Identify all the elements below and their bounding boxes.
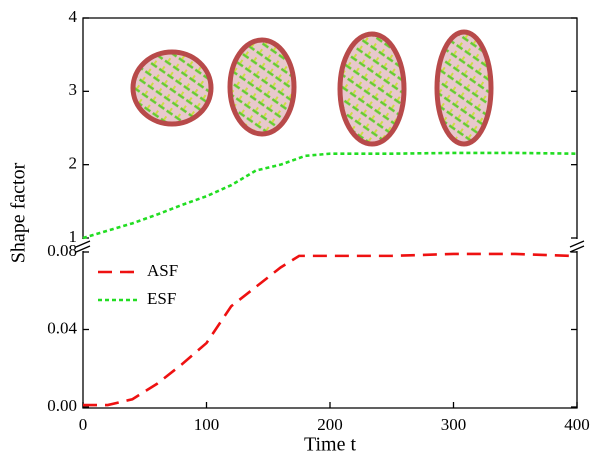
x-tick-label: 200 — [317, 415, 343, 434]
y-tick-label: 0.04 — [47, 318, 77, 337]
cell-image — [227, 37, 297, 137]
y-tick-label: 4 — [69, 7, 78, 26]
y-tick-label: 2 — [69, 154, 78, 173]
y-tick-label: 3 — [69, 80, 78, 99]
x-tick-label: 0 — [79, 415, 88, 434]
cell-image — [130, 49, 214, 127]
y-tick-label: 0.00 — [47, 396, 77, 415]
y-tick-label: 1 — [69, 227, 78, 246]
x-axis-label: Time t — [304, 434, 357, 456]
axis-frame — [82, 17, 578, 239]
legend-label: ASF — [147, 261, 178, 280]
y-tick-label: 0.08 — [47, 241, 77, 260]
series-line — [83, 252, 571, 407]
axis-break — [75, 240, 585, 253]
series-line — [82, 151, 578, 240]
y-axis-label: Shape factor — [8, 162, 30, 263]
cell-image — [337, 31, 407, 147]
x-tick-label: 100 — [194, 415, 220, 434]
cell-image — [434, 29, 494, 147]
legend-label: ESF — [147, 289, 176, 308]
x-tick-label: 300 — [441, 415, 467, 434]
x-tick-label: 400 — [564, 415, 590, 434]
cell-images — [130, 29, 494, 147]
